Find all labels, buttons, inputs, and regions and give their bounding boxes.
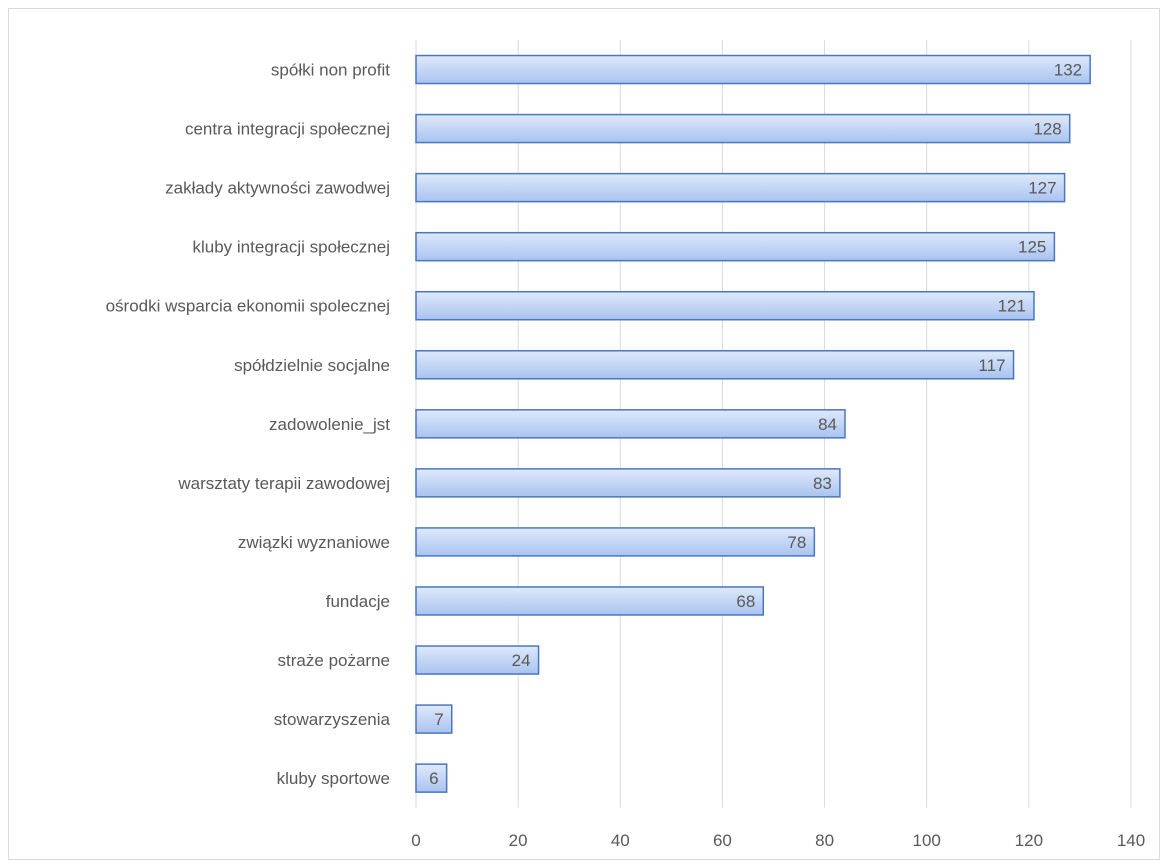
bar — [415, 290, 1035, 321]
bar — [415, 527, 816, 557]
category-label: fundacje — [326, 592, 390, 611]
category-label: centra integracji społecznej — [185, 120, 390, 139]
category-labels: spółki non profit centra integracji społe… — [106, 61, 391, 789]
bar-value-label: 7 — [434, 710, 443, 729]
bar-value-label: 125 — [1018, 238, 1046, 257]
x-tick-label: 0 — [411, 831, 420, 850]
x-axis-tick-labels: 0 20 40 60 80 100 120 140 — [411, 831, 1145, 850]
bar-value-label: 121 — [998, 297, 1026, 316]
category-label: straże pożarne — [278, 651, 390, 670]
bar-value-label: 132 — [1054, 61, 1082, 80]
category-label: warsztaty terapii zawodowej — [177, 474, 390, 493]
bar — [415, 704, 453, 734]
bar — [415, 231, 1056, 262]
bar-value-label: 128 — [1033, 120, 1061, 139]
bar — [415, 586, 765, 616]
bar-value-label: 84 — [818, 415, 837, 434]
category-label: spółki non profit — [271, 61, 390, 80]
category-label: zakłady aktywności zawodwej — [165, 179, 390, 198]
category-label: ośrodki wsparcia ekonomii spolecznej — [106, 297, 390, 316]
category-label: stowarzyszenia — [274, 710, 391, 729]
category-label: kluby integracji społecznej — [193, 238, 391, 257]
category-label: zadowolenie_jst — [269, 415, 390, 434]
bar-value-label: 117 — [978, 356, 1005, 375]
x-tick-label: 60 — [713, 831, 732, 850]
bar — [415, 468, 841, 498]
x-tick-label: 20 — [509, 831, 528, 850]
bar — [415, 645, 540, 675]
bar-value-label: 127 — [1028, 179, 1056, 198]
category-label: spółdzielnie socjalne — [234, 356, 390, 375]
bar — [415, 54, 1091, 85]
x-tick-label: 40 — [611, 831, 630, 850]
bar-value-label: 83 — [813, 474, 832, 493]
bars: 132 128 127 125 121 117 84 83 78 68 24 7 6 — [415, 54, 1091, 793]
bar — [415, 172, 1066, 203]
bar — [415, 350, 1015, 380]
category-label: kluby sportowe — [277, 769, 390, 788]
bar-value-label: 68 — [736, 592, 755, 611]
bar-value-label: 78 — [787, 533, 806, 552]
bar-value-label: 6 — [429, 769, 438, 788]
x-tick-label: 80 — [815, 831, 834, 850]
x-tick-label: 100 — [913, 831, 941, 850]
bar — [415, 113, 1071, 144]
category-label: związki wyznaniowe — [238, 533, 390, 552]
x-tick-label: 140 — [1117, 831, 1145, 850]
bar-value-label: 24 — [512, 651, 531, 670]
bar — [415, 763, 448, 793]
bar — [415, 409, 846, 439]
x-tick-label: 120 — [1015, 831, 1043, 850]
